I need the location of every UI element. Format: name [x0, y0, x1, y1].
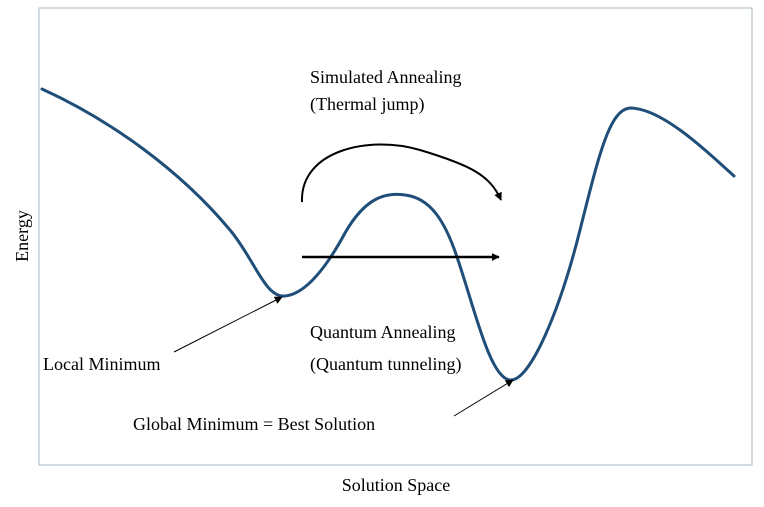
local-minimum-label: Local Minimum — [43, 354, 160, 374]
simulated-annealing-subtitle: (Thermal jump) — [310, 94, 424, 115]
global-minimum-label: Global Minimum = Best Solution — [133, 414, 375, 434]
global-minimum-pointer — [453, 379, 514, 417]
x-axis-label: Solution Space — [342, 475, 451, 495]
quantum-annealing-title: Quantum Annealing — [310, 322, 455, 342]
energy-landscape-curve — [40, 87, 736, 382]
thermal-jump-arrow — [300, 143, 502, 203]
local-minimum-pointer — [173, 296, 283, 353]
quantum-annealing-subtitle: (Quantum tunneling) — [310, 354, 461, 375]
simulated-annealing-title: Simulated Annealing — [310, 67, 461, 87]
y-axis-label: Energy — [12, 210, 32, 262]
plot-frame — [38, 7, 753, 466]
